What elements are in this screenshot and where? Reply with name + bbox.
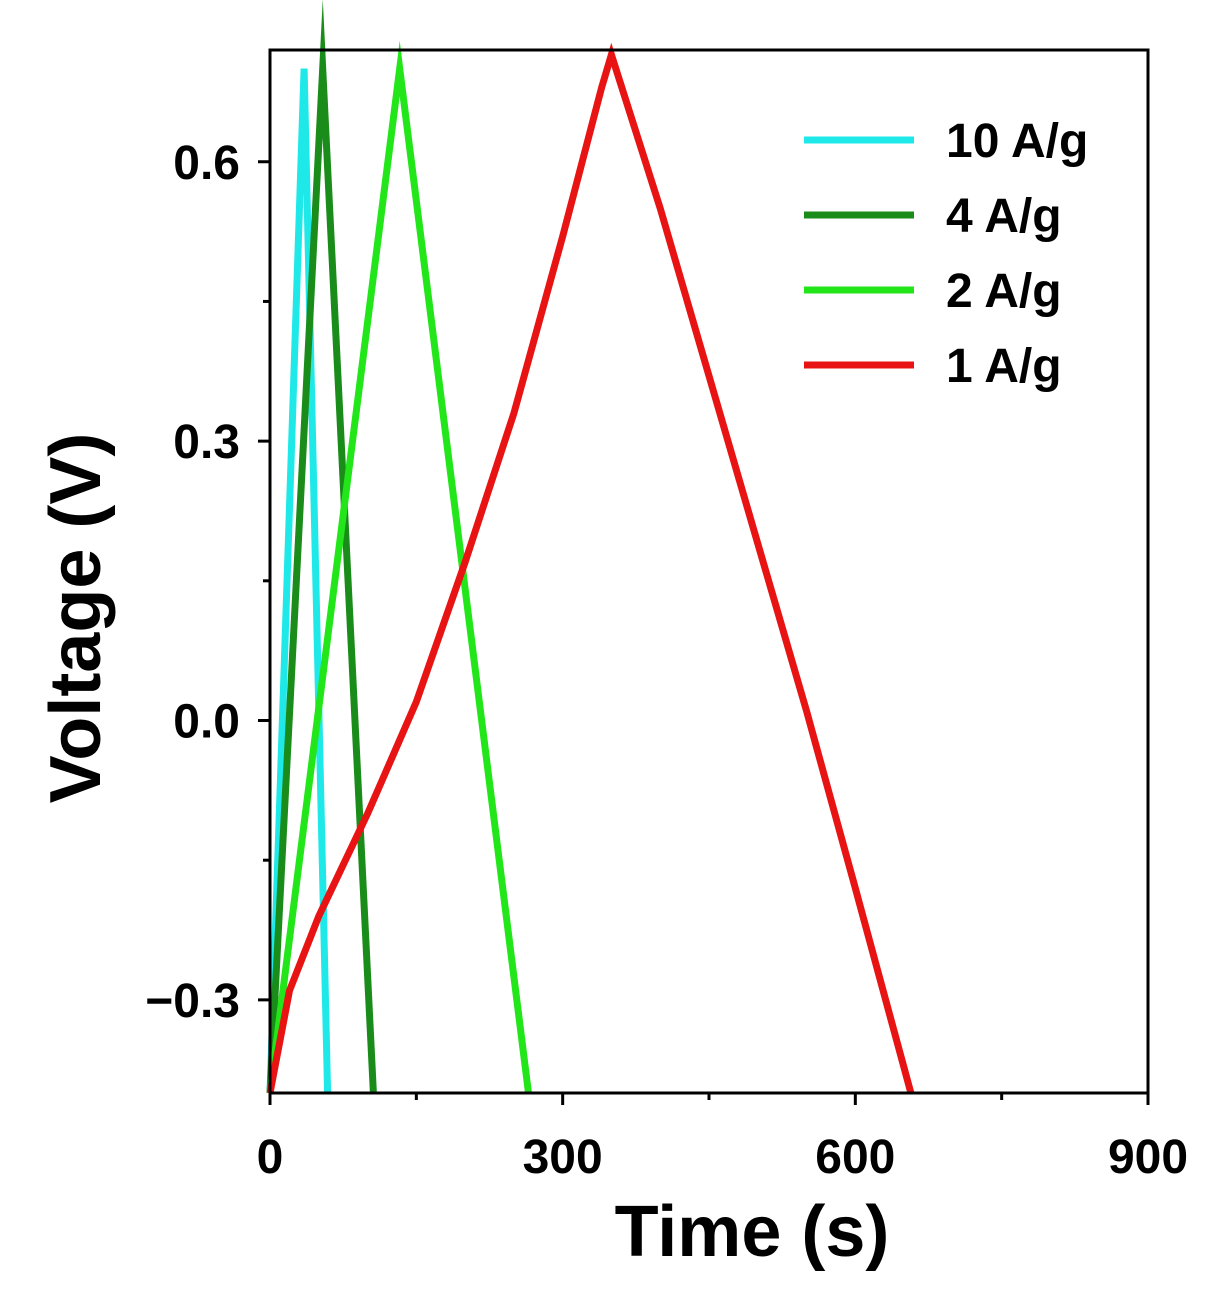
series-line-10-a-g xyxy=(266,68,332,1094)
x-tick-label: 0 xyxy=(257,1131,284,1184)
y-axis-title: Voltage (V) xyxy=(36,433,116,804)
x-tick-label: 300 xyxy=(523,1131,603,1184)
y-tick-label: 0.6 xyxy=(173,137,240,190)
x-tick-label: 900 xyxy=(1108,1131,1188,1184)
x-axis-title: Time (s) xyxy=(615,1192,890,1272)
plot-lines xyxy=(266,0,915,1094)
x-tick-label: 600 xyxy=(815,1131,895,1184)
y-axis: −0.3 0.0 0.3 0.6 xyxy=(145,137,270,1028)
series-line-4-a-g xyxy=(266,0,377,1094)
legend-label: 10 A/g xyxy=(946,115,1088,168)
legend-label: 2 A/g xyxy=(946,265,1062,318)
legend-label: 1 A/g xyxy=(946,340,1062,393)
legend: 10 A/g 4 A/g 2 A/g 1 A/g xyxy=(804,115,1088,393)
x-axis: 0 300 600 900 xyxy=(257,1093,1188,1184)
legend-label: 4 A/g xyxy=(946,190,1062,243)
y-tick-label: 0.0 xyxy=(173,696,240,749)
series-line-2-a-g xyxy=(266,40,532,1094)
series-line-1-a-g xyxy=(266,42,915,1094)
y-tick-label: 0.3 xyxy=(173,416,240,469)
y-tick-label: −0.3 xyxy=(145,975,240,1028)
